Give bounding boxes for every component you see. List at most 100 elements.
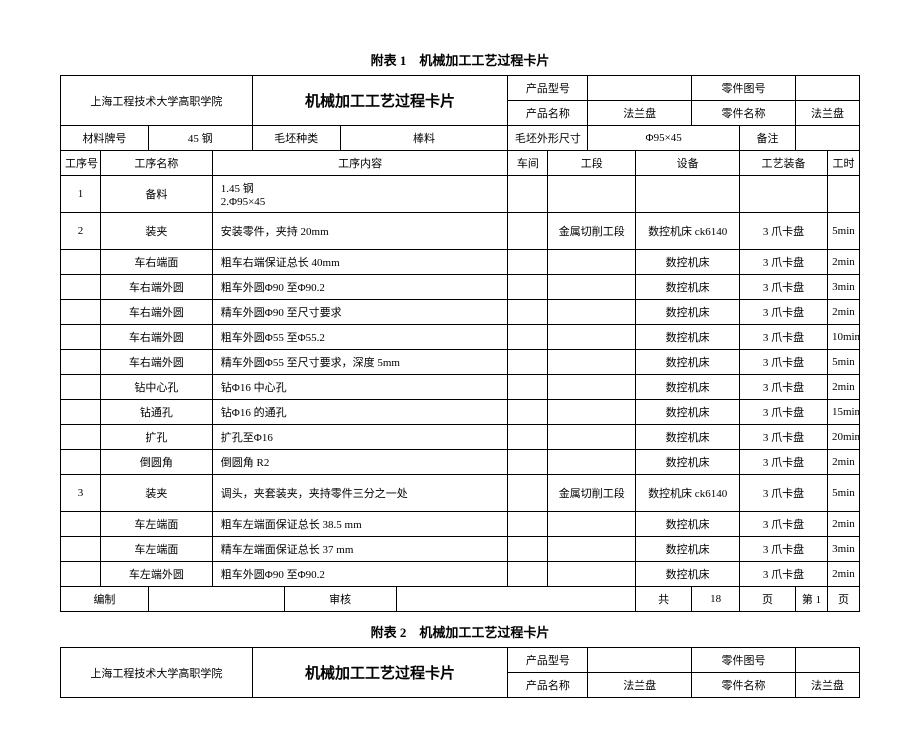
table-cell: 3 爪卡盘 [740, 350, 828, 375]
table-cell: 3 爪卡盘 [740, 537, 828, 562]
table-cell: 精车外圆Φ55 至尺寸要求，深度 5mm [212, 350, 508, 375]
prod-model-lbl: 产品型号 [508, 76, 588, 101]
table-cell: 数控机床 [636, 512, 740, 537]
table-cell [548, 250, 636, 275]
table-cell: 粗车外圆Φ55 至Φ55.2 [212, 325, 508, 350]
blank-type: 棒料 [340, 126, 508, 151]
col-name: 工序名称 [100, 151, 212, 176]
table-cell: 数控机床 [636, 562, 740, 587]
table-cell [548, 350, 636, 375]
table-cell: 10min [827, 325, 859, 350]
part-name: 法兰盘 [795, 101, 859, 126]
pages-n: 18 [692, 587, 740, 612]
table-cell: 倒圆角 R2 [212, 450, 508, 475]
table-cell: 3 爪卡盘 [740, 325, 828, 350]
table-cell: 3 爪卡盘 [740, 562, 828, 587]
table-cell [508, 537, 548, 562]
table-cell: 车左端外圆 [100, 562, 212, 587]
table-cell [61, 425, 101, 450]
table-cell [508, 275, 548, 300]
table-cell [508, 250, 548, 275]
remark [795, 126, 859, 151]
table-cell [548, 537, 636, 562]
table-cell: 钻Φ16 的通孔 [212, 400, 508, 425]
table-cell [508, 425, 548, 450]
prod-model-2 [588, 648, 692, 673]
col-content: 工序内容 [212, 151, 508, 176]
table-cell: 数控机床 [636, 350, 740, 375]
col-tool: 工艺装备 [740, 151, 828, 176]
table-cell [740, 176, 828, 213]
table-cell: 车右端外圆 [100, 325, 212, 350]
table-cell: 车右端外圆 [100, 300, 212, 325]
part-no-2 [795, 648, 859, 673]
table-cell [508, 512, 548, 537]
table-cell [61, 275, 101, 300]
table-cell: 3 爪卡盘 [740, 400, 828, 425]
review-lbl: 审核 [284, 587, 396, 612]
table-cell [548, 400, 636, 425]
table-cell [61, 512, 101, 537]
table2-caption: 附表 2 机械加工工艺过程卡片 [60, 622, 860, 641]
part-name-lbl: 零件名称 [692, 101, 796, 126]
compile-lbl: 编制 [61, 587, 149, 612]
table-cell: 钻中心孔 [100, 375, 212, 400]
table-cell: 扩孔至Φ16 [212, 425, 508, 450]
table-cell: 2min [827, 512, 859, 537]
table-cell: 数控机床 [636, 400, 740, 425]
table-cell [61, 250, 101, 275]
table-cell: 钻Φ16 中心孔 [212, 375, 508, 400]
table-cell: 数控机床 ck6140 [636, 213, 740, 250]
table-cell: 精车左端面保证总长 37 mm [212, 537, 508, 562]
table-cell [508, 375, 548, 400]
table-cell: 粗车外圆Φ90 至Φ90.2 [212, 562, 508, 587]
part-no [795, 76, 859, 101]
table-cell: 3 [61, 475, 101, 512]
table-cell [508, 450, 548, 475]
table-cell: 粗车外圆Φ90 至Φ90.2 [212, 275, 508, 300]
prod-model-lbl-2: 产品型号 [508, 648, 588, 673]
table-cell: 2 [61, 213, 101, 250]
table-cell [548, 562, 636, 587]
table-cell [508, 562, 548, 587]
part-name-2: 法兰盘 [795, 673, 859, 698]
table-cell: 装夹 [100, 475, 212, 512]
table-cell: 数控机床 [636, 300, 740, 325]
table-cell [508, 350, 548, 375]
table-cell [827, 176, 859, 213]
school: 上海工程技术大学高职学院 [61, 76, 253, 126]
table-cell [548, 325, 636, 350]
table-cell: 金属切削工段 [548, 213, 636, 250]
mat-lbl: 材料牌号 [61, 126, 149, 151]
doc-title: 机械加工工艺过程卡片 [252, 76, 508, 126]
prod-name-lbl: 产品名称 [508, 101, 588, 126]
table-cell: 装夹 [100, 213, 212, 250]
table-cell: 数控机床 [636, 325, 740, 350]
col-shop: 车间 [508, 151, 548, 176]
table-cell: 3 爪卡盘 [740, 450, 828, 475]
table-cell [548, 300, 636, 325]
table-cell: 5min [827, 350, 859, 375]
table-cell: 2min [827, 562, 859, 587]
table-cell: 车左端面 [100, 537, 212, 562]
table-cell: 数控机床 [636, 425, 740, 450]
table-cell: 1.45 钢2.Φ95×45 [212, 176, 508, 213]
table-cell: 2min [827, 450, 859, 475]
review-val [396, 587, 636, 612]
col-equip: 设备 [636, 151, 740, 176]
table-cell: 车左端面 [100, 512, 212, 537]
blank-dim: Φ95×45 [588, 126, 740, 151]
table-cell: 3 爪卡盘 [740, 250, 828, 275]
prod-name-lbl-2: 产品名称 [508, 673, 588, 698]
table-cell: 粗车左端面保证总长 38.5 mm [212, 512, 508, 537]
part-name-lbl-2: 零件名称 [692, 673, 796, 698]
table-cell: 数控机床 [636, 450, 740, 475]
table-cell: 20min [827, 425, 859, 450]
mat: 45 钢 [148, 126, 252, 151]
col-section: 工段 [548, 151, 636, 176]
table-cell: 3 爪卡盘 [740, 512, 828, 537]
remark-lbl: 备注 [740, 126, 796, 151]
prod-model [588, 76, 692, 101]
table-cell [61, 350, 101, 375]
table-cell [508, 213, 548, 250]
